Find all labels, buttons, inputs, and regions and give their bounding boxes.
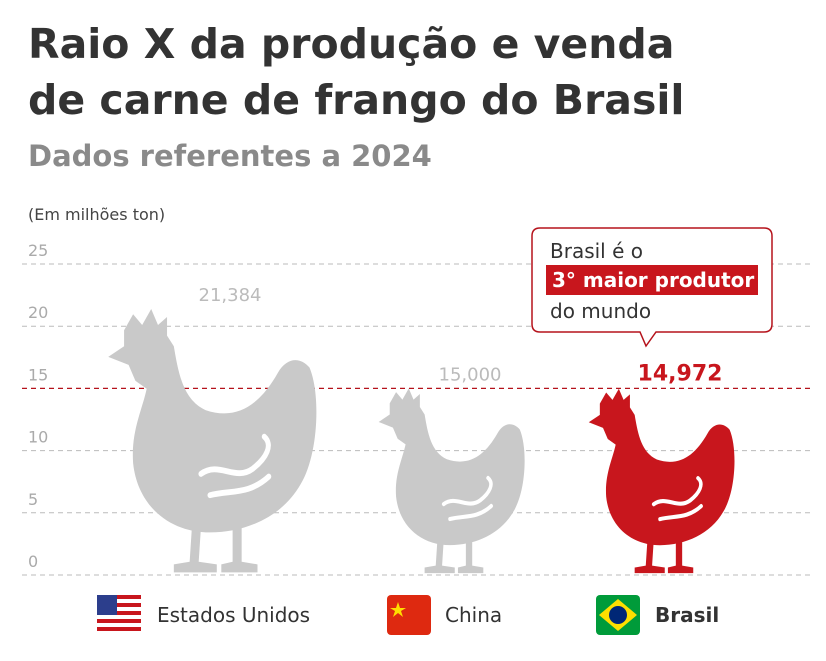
y-tick-label: 25: [28, 241, 48, 260]
annotation-text: Brasil é o: [550, 239, 643, 263]
chart-title: Raio X da produção e venda: [28, 20, 674, 68]
legend-label: Estados Unidos: [157, 603, 310, 627]
chicken-wing: [651, 476, 703, 522]
chicken-wing: [198, 433, 272, 499]
annotation-text: 3° maior produtor: [552, 268, 754, 292]
annotation-text: do mundo: [550, 299, 651, 323]
annotation: Brasil é o 3° maior produtor do mundo: [531, 227, 773, 348]
flag-us: [97, 595, 141, 635]
y-tick-label: 15: [28, 365, 48, 384]
chicken-body: [108, 308, 317, 533]
axis-label: (Em milhões ton): [28, 205, 165, 224]
value-label: 21,384: [199, 285, 262, 306]
value-label: 15,000: [439, 364, 502, 385]
value-label: 14,972: [638, 362, 723, 387]
y-tick-label: 20: [28, 303, 48, 322]
y-tick-label: 0: [28, 552, 38, 571]
legend-label: Brasil: [655, 603, 719, 627]
flag-brazil: [596, 595, 640, 635]
chicken-body: [378, 388, 525, 546]
chicken-wing: [441, 475, 493, 522]
chicken: [588, 388, 735, 574]
y-tick-label: 5: [28, 490, 38, 509]
flag-china: [387, 595, 431, 635]
y-tick-label: 10: [28, 428, 48, 447]
chicken-body: [588, 388, 735, 546]
legend: [97, 595, 640, 635]
chicken-legs: [173, 527, 258, 573]
chicken-legs: [634, 541, 694, 574]
chicken: [108, 308, 317, 573]
chicken: [378, 388, 525, 574]
chicken-legs: [424, 541, 484, 574]
legend-label: China: [445, 603, 502, 627]
annotation-highlight: [546, 265, 758, 295]
chart-title: de carne de frango do Brasil: [28, 76, 684, 124]
chart-subtitle: Dados referentes a 2024: [28, 139, 432, 173]
